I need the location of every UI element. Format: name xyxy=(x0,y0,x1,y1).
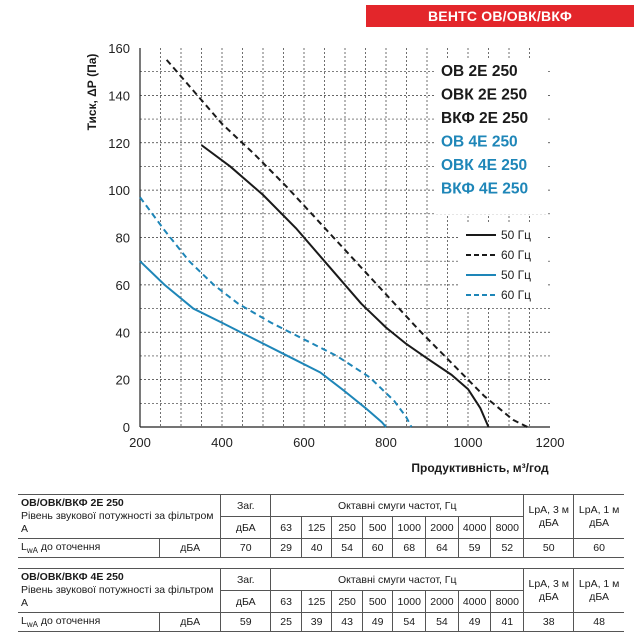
lpa1-value: 60 xyxy=(573,538,624,558)
freq-header: 8000 xyxy=(490,516,525,539)
row-unit: дБА xyxy=(159,612,222,632)
model-labels-backdrop xyxy=(436,58,548,214)
freq-header: 2000 xyxy=(425,590,459,613)
band-value: 49 xyxy=(457,612,492,632)
table-subtitle: Рівень звукової потужності за фільтром А xyxy=(21,510,214,535)
y-tick-label: 40 xyxy=(116,325,130,340)
x-tick-label: 200 xyxy=(129,435,151,450)
series-line xyxy=(139,196,413,428)
col-bands-header: Октавні смуги частот, Гц xyxy=(270,494,525,517)
series-line xyxy=(165,59,528,428)
freq-header: 250 xyxy=(331,516,363,539)
row-label: LwA до оточення xyxy=(18,538,161,558)
noise-tables: ОВ/ОВК/ВКФ 2Е 250 Рівень звукової потужно… xyxy=(18,494,624,632)
x-tick-label: 400 xyxy=(211,435,233,450)
y-tick-label: 80 xyxy=(116,231,130,246)
table-model-name: ОВ/ОВК/ВКФ 2Е 250 xyxy=(21,497,124,509)
band-value: 59 xyxy=(457,538,492,558)
y-tick-label: 140 xyxy=(108,88,130,103)
y-tick-label: 120 xyxy=(108,136,130,151)
noise-table: ОВ/ОВК/ВКФ 4Е 250 Рівень звукової потужно… xyxy=(18,568,624,632)
band-value: 60 xyxy=(361,538,394,558)
freq-header: 125 xyxy=(300,516,333,539)
x-tick-label: 800 xyxy=(375,435,397,450)
brand-header: ВЕНТС ОВ/ОВК/ВКФ xyxy=(366,5,634,27)
band-value: 54 xyxy=(331,538,363,558)
freq-header: 1000 xyxy=(392,516,427,539)
freq-header: 4000 xyxy=(457,590,492,613)
unit-cell: дБА xyxy=(220,590,272,613)
band-value: 29 xyxy=(270,538,302,558)
table-title: ОВ/ОВК/ВКФ 2Е 250 Рівень звукової потужно… xyxy=(18,494,222,539)
band-value: 68 xyxy=(392,538,427,558)
y-tick-label: 60 xyxy=(116,278,130,293)
freq-header: 500 xyxy=(361,516,394,539)
col-total-header: Заг. xyxy=(220,568,272,591)
band-value: 39 xyxy=(300,612,333,632)
noise-table-4e: ОВ/ОВК/ВКФ 4Е 250 Рівень звукової потужно… xyxy=(18,568,624,632)
legend-backdrop xyxy=(458,222,548,308)
noise-table: ОВ/ОВК/ВКФ 2Е 250 Рівень звукової потужно… xyxy=(18,494,624,558)
pressure-flow-chart: 200 400 600 800 1000 1200 0 20 40 60 80 100 120 140 16… xyxy=(0,30,640,490)
legend-label: 60 Гц xyxy=(501,248,531,262)
table-title: ОВ/ОВК/ВКФ 4Е 250 Рівень звукової потужно… xyxy=(18,568,222,613)
freq-header: 1000 xyxy=(392,590,427,613)
model-label: ВКФ 4Е 250 xyxy=(441,181,528,198)
y-tick-label: 20 xyxy=(116,373,130,388)
lpa1-value: 48 xyxy=(573,612,624,632)
row-label: LwA до оточення xyxy=(18,612,161,632)
freq-header: 63 xyxy=(270,590,302,613)
band-value: 41 xyxy=(490,612,525,632)
x-tick-label: 1200 xyxy=(536,435,565,450)
col-bands-header: Октавні смуги частот, Гц xyxy=(270,568,525,591)
total-value: 59 xyxy=(220,612,272,632)
col-lpa1-header: LpA, 1 м дБА xyxy=(573,494,624,539)
legend-label: 50 Гц xyxy=(501,228,531,242)
band-value: 40 xyxy=(300,538,333,558)
unit-cell: дБА xyxy=(220,516,272,539)
band-value: 49 xyxy=(361,612,394,632)
y-tick-label: 160 xyxy=(108,41,130,56)
col-lpa3-header: LpA, 3 м дБА xyxy=(523,494,575,539)
model-label: ОВ 4Е 250 xyxy=(441,134,518,151)
table-subtitle: Рівень звукової потужності за фільтром А xyxy=(21,584,214,609)
legend-label: 50 Гц xyxy=(501,268,531,282)
freq-header: 2000 xyxy=(425,516,459,539)
noise-table-2e: ОВ/ОВК/ВКФ 2Е 250 Рівень звукової потужно… xyxy=(18,494,624,558)
freq-header: 250 xyxy=(331,590,363,613)
y-tick-label: 100 xyxy=(108,183,130,198)
model-label: ОВК 4Е 250 xyxy=(441,157,527,174)
legend-label: 60 Гц xyxy=(501,288,531,302)
col-lpa1-header: LpA, 1 м дБА xyxy=(573,568,624,613)
band-value: 54 xyxy=(425,612,459,632)
model-label: ОВК 2Е 250 xyxy=(441,87,527,104)
band-value: 54 xyxy=(392,612,427,632)
y-tick-label: 0 xyxy=(123,420,130,435)
freq-header: 4000 xyxy=(457,516,492,539)
row-unit: дБА xyxy=(159,538,222,558)
table-model-name: ОВ/ОВК/ВКФ 4Е 250 xyxy=(21,571,124,583)
band-value: 52 xyxy=(490,538,525,558)
freq-header: 500 xyxy=(361,590,394,613)
x-tick-label: 1000 xyxy=(454,435,483,450)
band-value: 43 xyxy=(331,612,363,632)
model-label: ОВ 2Е 250 xyxy=(441,63,518,80)
band-value: 25 xyxy=(270,612,302,632)
total-value: 70 xyxy=(220,538,272,558)
x-axis-label: Продуктивність, м³/год xyxy=(411,461,549,475)
series-line xyxy=(139,260,387,428)
freq-header: 125 xyxy=(300,590,333,613)
band-value: 64 xyxy=(425,538,459,558)
freq-header: 8000 xyxy=(490,590,525,613)
col-lpa3-header: LpA, 3 м дБА xyxy=(523,568,575,613)
lpa3-value: 38 xyxy=(523,612,575,632)
freq-header: 63 xyxy=(270,516,302,539)
series-line xyxy=(200,144,490,428)
col-total-header: Заг. xyxy=(220,494,272,517)
x-tick-label: 600 xyxy=(293,435,315,450)
model-label: ВКФ 2Е 250 xyxy=(441,110,528,127)
lpa3-value: 50 xyxy=(523,538,575,558)
chart-svg: 200 400 600 800 1000 1200 0 20 40 60 80 100 120 140 16… xyxy=(85,41,565,475)
y-axis-label: Тиск, ΔР (Па) xyxy=(85,54,99,131)
